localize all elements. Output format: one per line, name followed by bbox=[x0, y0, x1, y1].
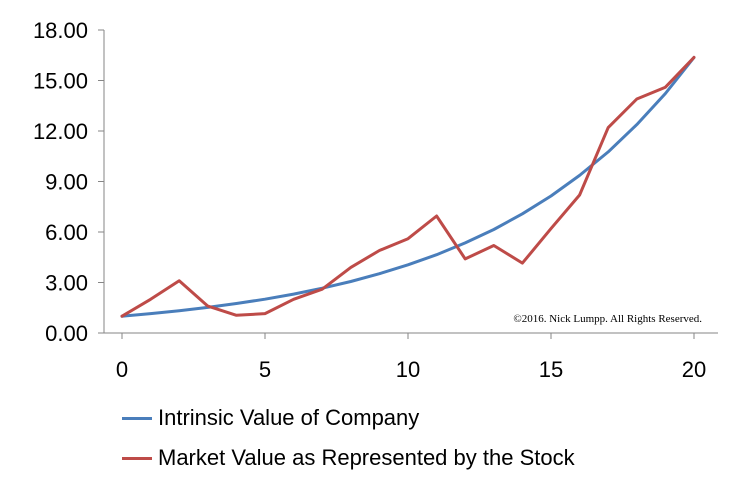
y-tick-label: 3.00 bbox=[45, 271, 88, 296]
x-tick-label: 15 bbox=[539, 357, 563, 382]
x-tick-label: 20 bbox=[682, 357, 706, 382]
y-tick-label: 9.00 bbox=[45, 170, 88, 195]
y-tick-group: 0.00 3.00 6.00 9.00 12.00 15.00 18.00 bbox=[33, 18, 104, 346]
y-tick-label: 0.00 bbox=[45, 321, 88, 346]
legend-item-intrinsic: Intrinsic Value of Company bbox=[122, 398, 575, 438]
legend-label-market: Market Value as Represented by the Stock bbox=[158, 445, 575, 471]
x-tick-label: 10 bbox=[396, 357, 420, 382]
legend-item-market: Market Value as Represented by the Stock bbox=[122, 438, 575, 478]
legend: Intrinsic Value of Company Market Value … bbox=[122, 398, 575, 478]
x-tick-label: 5 bbox=[259, 357, 271, 382]
series-line-market bbox=[122, 57, 694, 316]
y-tick-label: 12.00 bbox=[33, 119, 88, 144]
legend-swatch-intrinsic bbox=[122, 417, 152, 420]
legend-label-intrinsic: Intrinsic Value of Company bbox=[158, 405, 419, 431]
x-tick-group: 0 5 10 15 20 bbox=[116, 333, 706, 382]
x-tick-label: 0 bbox=[116, 357, 128, 382]
y-tick-label: 18.00 bbox=[33, 18, 88, 43]
copyright-annotation: ©2016. Nick Lumpp. All Rights Reserved. bbox=[513, 313, 702, 325]
y-tick-label: 6.00 bbox=[45, 220, 88, 245]
legend-swatch-market bbox=[122, 457, 152, 460]
y-tick-label: 15.00 bbox=[33, 69, 88, 94]
line-chart: 0.00 3.00 6.00 9.00 12.00 15.00 18.00 0 5 10 15 20… bbox=[0, 0, 745, 400]
series-group bbox=[122, 57, 694, 316]
series-line-intrinsic bbox=[122, 57, 694, 316]
